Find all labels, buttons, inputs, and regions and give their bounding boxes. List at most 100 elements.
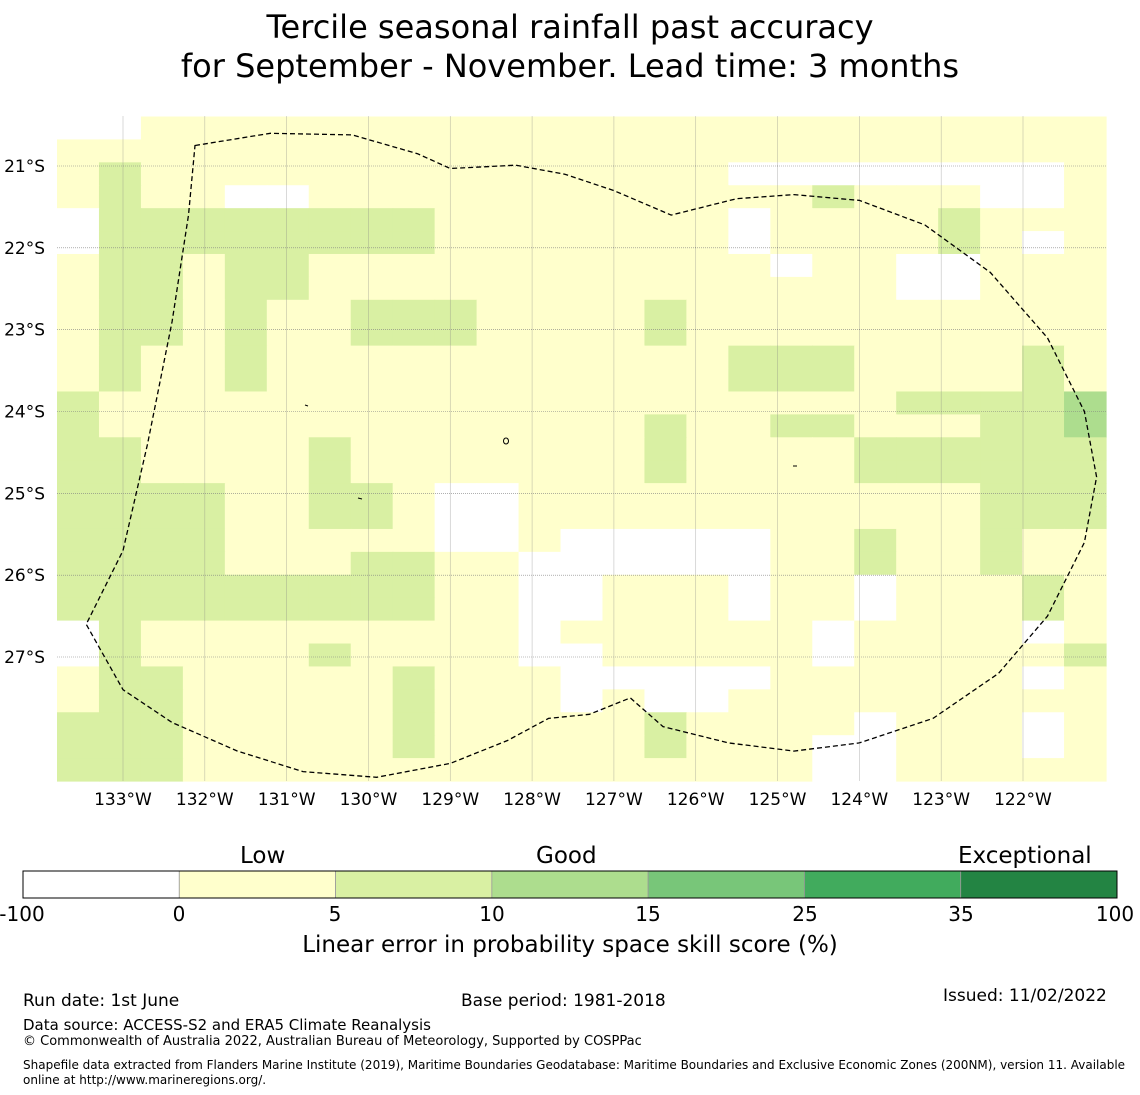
longitude-tick-labels: 133°W 132°W 131°W 130°W 129°W 128°W 127°W 126°W…	[94, 790, 1052, 810]
skill-cell	[518, 620, 562, 645]
skill-cell	[476, 116, 520, 141]
skill-cell	[476, 712, 520, 736]
skill-cell	[518, 712, 562, 736]
category-label-exceptional: Exceptional	[958, 843, 1092, 869]
skill-cell	[854, 712, 897, 736]
skill-cell	[140, 276, 184, 301]
skill-cell	[686, 414, 729, 438]
skill-cell	[602, 345, 646, 370]
skill-cell	[812, 231, 855, 255]
skill-cell	[98, 345, 142, 370]
skill-cell	[140, 506, 184, 530]
skill-cell	[854, 231, 897, 255]
skill-cell	[1064, 483, 1107, 507]
skill-cell	[476, 368, 520, 393]
skill-cell	[518, 391, 562, 415]
skill-cell	[686, 712, 729, 736]
skill-cell	[728, 322, 771, 347]
skill-cell	[350, 460, 394, 484]
skill-cell	[812, 528, 855, 553]
skill-cell	[308, 758, 352, 782]
skill-cell	[182, 689, 226, 713]
skill-cell	[308, 322, 352, 347]
skill-cell	[686, 460, 729, 484]
skill-grid-cells	[57, 116, 1107, 782]
skill-cell	[1022, 460, 1065, 484]
skill-cell	[644, 162, 687, 186]
skill-cell	[392, 735, 436, 759]
skill-cell	[392, 253, 436, 278]
skill-cell	[57, 253, 100, 278]
skill-cell	[602, 528, 646, 553]
skill-cell	[57, 528, 100, 553]
skill-cell	[98, 437, 142, 461]
skill-cell	[518, 735, 562, 759]
skill-cell	[182, 574, 226, 599]
skill-cell	[434, 391, 478, 415]
skill-cell	[644, 231, 687, 255]
longitude-tick-label: 133°W	[94, 790, 152, 810]
skill-cell	[560, 758, 604, 782]
skill-cell	[1022, 299, 1065, 324]
skill-cell	[182, 666, 226, 690]
skill-cell	[57, 391, 100, 415]
skill-cell	[686, 345, 729, 370]
skill-cell	[98, 643, 142, 668]
skill-cell	[350, 231, 394, 255]
skill-cell	[938, 666, 981, 690]
skill-cell	[140, 574, 184, 599]
skill-cell	[728, 689, 771, 713]
skill-cell	[57, 620, 100, 645]
skill-cell	[308, 185, 352, 209]
skill-cell	[728, 368, 771, 393]
skill-cell	[980, 506, 1023, 530]
skill-cell	[434, 185, 478, 209]
skill-cell	[308, 345, 352, 370]
skill-cell	[728, 528, 771, 553]
skill-cell	[57, 551, 100, 576]
skill-cell	[392, 322, 436, 347]
skill-cell	[770, 322, 813, 347]
skill-cell	[392, 597, 436, 622]
colorbar-tick-label: 100	[1095, 902, 1135, 926]
skill-cell	[1022, 185, 1065, 209]
skill-cell	[1022, 437, 1065, 461]
skill-cell	[476, 758, 520, 782]
data-source: Data source: ACCESS-S2 and ERA5 Climate …	[23, 1016, 431, 1034]
skill-cell	[602, 299, 646, 324]
skill-cell	[644, 185, 687, 209]
skill-cell	[266, 437, 310, 461]
skill-cell	[770, 345, 813, 370]
skill-cell	[812, 368, 855, 393]
skill-cell	[98, 712, 142, 736]
skill-cell	[392, 276, 436, 301]
skill-cell	[392, 414, 436, 438]
longitude-tick-label: 129°W	[421, 790, 479, 810]
skill-cell	[560, 643, 604, 668]
skill-cell	[476, 735, 520, 759]
skill-cell	[770, 620, 813, 645]
skill-cell	[98, 208, 142, 232]
skill-cell	[57, 712, 100, 736]
skill-cell	[686, 551, 729, 576]
skill-cell	[728, 551, 771, 576]
skill-cell	[1022, 414, 1065, 438]
skill-cell	[434, 735, 478, 759]
skill-cell	[980, 299, 1023, 324]
skill-cell	[686, 437, 729, 461]
colorbar-tick-label: 0	[172, 902, 186, 926]
skill-cell	[770, 643, 813, 668]
skill-cell	[644, 460, 687, 484]
colorbar-tick-label: 15	[635, 902, 661, 926]
skill-cell	[57, 299, 100, 324]
skill-cell	[476, 689, 520, 713]
skill-cell	[896, 208, 939, 232]
skill-cell	[140, 162, 184, 186]
skill-cell	[476, 391, 520, 415]
skill-cell	[266, 574, 310, 599]
skill-cell	[392, 666, 436, 690]
skill-cell	[518, 276, 562, 301]
skill-cell	[644, 139, 687, 163]
skill-cell	[938, 185, 981, 209]
skill-cell	[728, 231, 771, 255]
